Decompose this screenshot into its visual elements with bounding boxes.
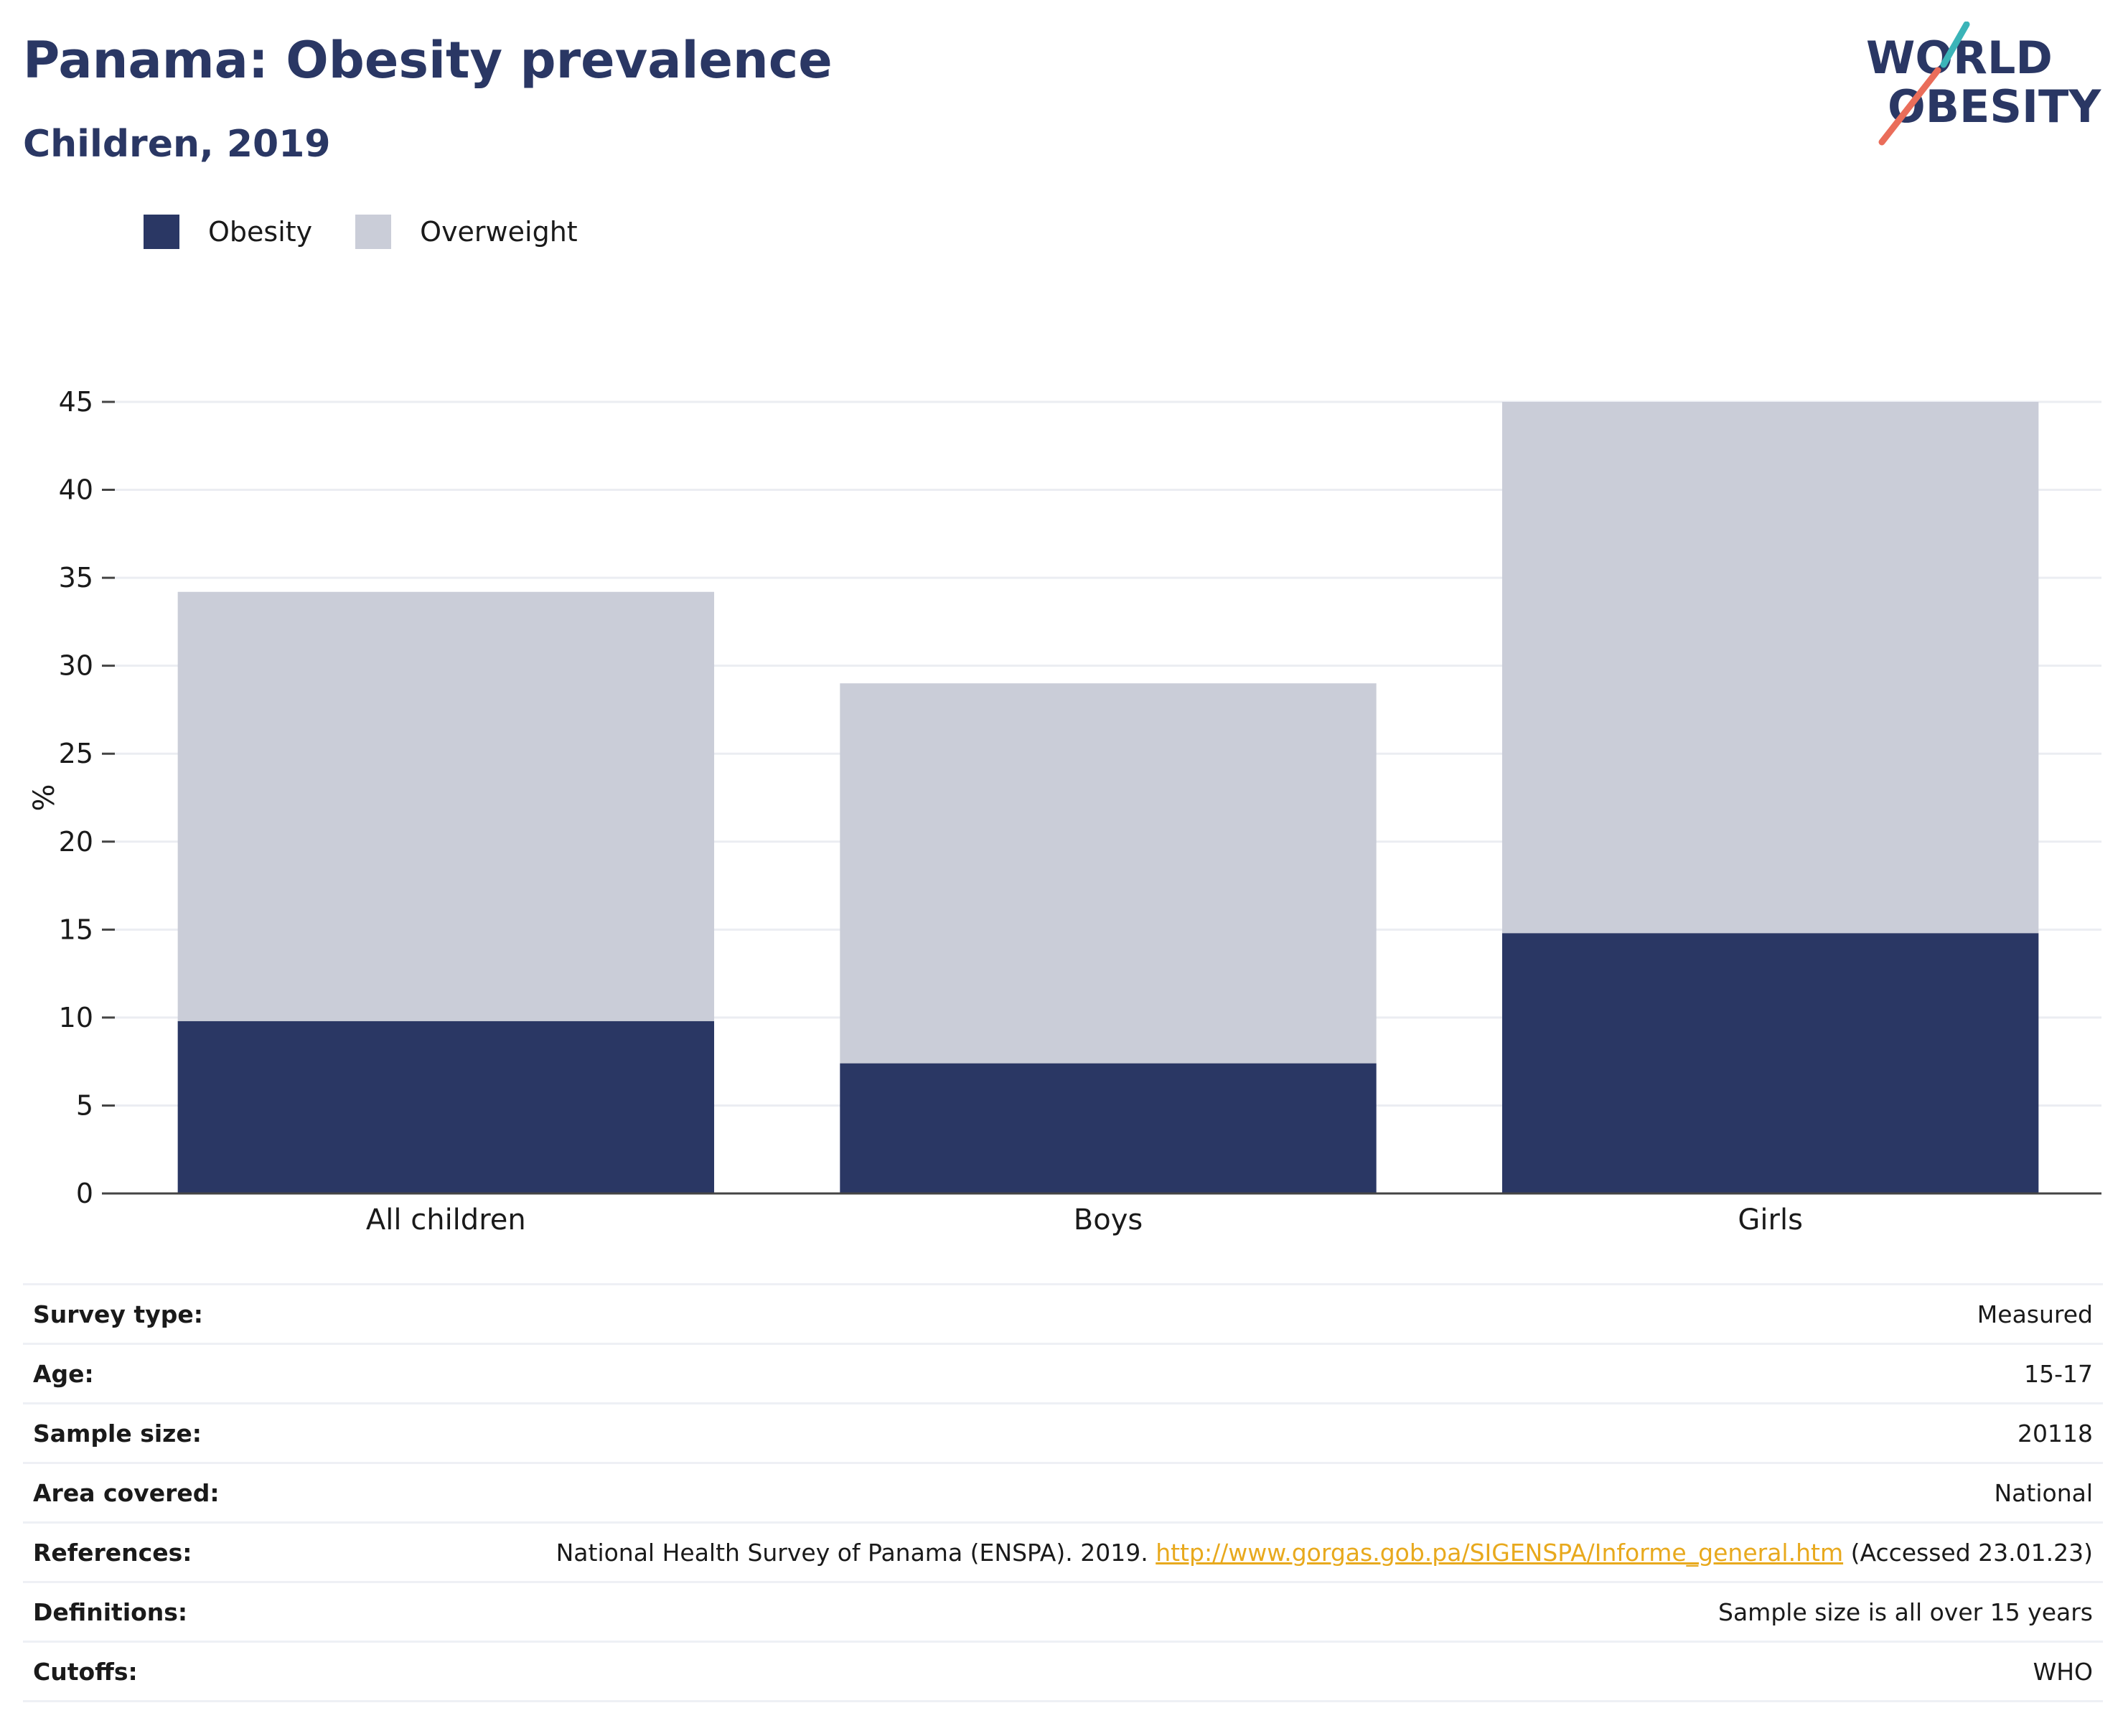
meta-label: Area covered: <box>23 1462 267 1523</box>
x-tick-label: Boys <box>1074 1204 1143 1237</box>
y-tick-label: 0 <box>76 1178 93 1209</box>
legend-swatch-obesity <box>144 215 179 249</box>
meta-row-references: References: National Health Survey of Pa… <box>23 1521 2103 1582</box>
legend-item-obesity[interactable]: Obesity <box>144 215 312 249</box>
y-tick-label: 45 <box>59 386 93 418</box>
y-tick-label: 40 <box>59 474 93 506</box>
world-obesity-logo: WORLD OBESITY <box>1866 22 2101 146</box>
survey-metadata-table: Survey type: Measured Age: 15-17 Sample … <box>23 1283 2103 1702</box>
y-tick-label: 25 <box>59 738 93 769</box>
reference-link[interactable]: http://www.gorgas.gob.pa/SIGENSPA/Inform… <box>1156 1538 1844 1567</box>
bar-overweight-girls <box>1501 402 2039 934</box>
y-tick-label: 10 <box>59 1002 93 1033</box>
reference-text: National Health Survey of Panama (ENSPA)… <box>556 1538 1156 1567</box>
stacked-bar-chart: 0 5 10 15 20 25 30 35 40 45% All children Boys Girls <box>28 386 2101 1237</box>
meta-label: References: <box>23 1521 267 1582</box>
meta-value: Measured <box>266 1283 2103 1344</box>
meta-row-cutoffs: Cutoffs: WHO <box>23 1641 2103 1702</box>
meta-label: Sample size: <box>23 1402 267 1463</box>
meta-row-survey-type: Survey type: Measured <box>23 1283 2103 1344</box>
legend-label-overweight: Overweight <box>420 216 578 248</box>
bar-overweight-all-children <box>177 591 715 1021</box>
bar-obesity-all-children <box>177 1021 715 1193</box>
meta-label: Survey type: <box>23 1283 267 1344</box>
y-tick-label: 30 <box>59 650 93 682</box>
y-axis-label: % <box>28 784 61 811</box>
x-tick-label: Girls <box>1738 1204 1803 1237</box>
x-tick-label: All children <box>366 1204 526 1237</box>
chart-legend: Obesity Overweight <box>144 214 621 250</box>
y-tick-label: 15 <box>59 914 93 945</box>
bar-obesity-boys <box>840 1063 1377 1193</box>
legend-swatch-overweight <box>355 215 392 249</box>
meta-value: 15-17 <box>266 1343 2103 1404</box>
meta-value: Sample size is all over 15 years <box>266 1581 2103 1642</box>
logo-slash-bottom <box>1878 67 1941 146</box>
y-tick-label: 20 <box>59 826 93 858</box>
meta-row-area-covered: Area covered: National <box>23 1462 2103 1523</box>
meta-label: Definitions: <box>23 1581 267 1642</box>
meta-label: Cutoffs: <box>23 1641 267 1702</box>
meta-row-sample-size: Sample size: 20118 <box>23 1402 2103 1463</box>
reference-accessed: (Accessed 23.01.23) <box>1843 1538 2093 1567</box>
meta-value: 20118 <box>266 1402 2103 1463</box>
chart-title: Panama: Obesity prevalence <box>23 31 833 90</box>
logo-slash-top <box>1940 22 1970 68</box>
bar-overweight-boys <box>840 683 1377 1064</box>
logo-text-obesity: OBESITY <box>1888 80 2101 133</box>
chart-subtitle: Children, 2019 <box>23 123 331 166</box>
legend-item-overweight[interactable]: Overweight <box>355 215 578 249</box>
meta-row-age: Age: 15-17 <box>23 1343 2103 1404</box>
meta-value: WHO <box>266 1641 2103 1702</box>
bar-obesity-girls <box>1501 933 2039 1193</box>
meta-value: National <box>266 1462 2103 1523</box>
meta-value: National Health Survey of Panama (ENSPA)… <box>266 1521 2103 1582</box>
meta-row-definitions: Definitions: Sample size is all over 15 … <box>23 1581 2103 1642</box>
y-tick-label: 35 <box>59 562 93 593</box>
meta-label: Age: <box>23 1343 267 1404</box>
legend-label-obesity: Obesity <box>208 216 313 248</box>
y-tick-label: 5 <box>76 1089 93 1121</box>
